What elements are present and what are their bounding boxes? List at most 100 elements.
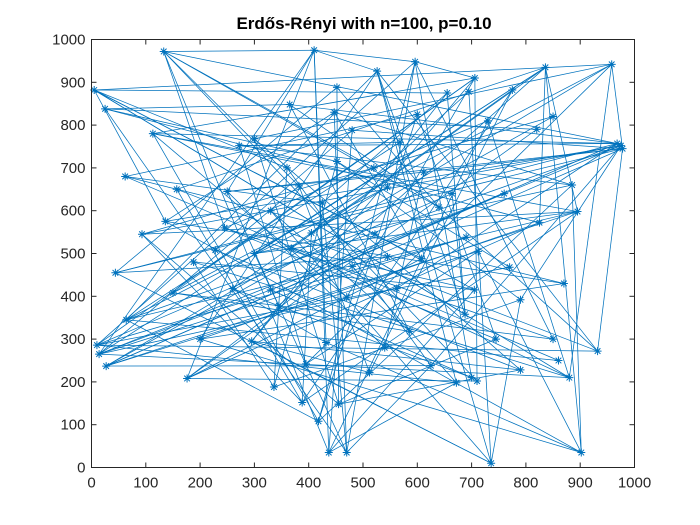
edge-78 bbox=[321, 202, 348, 453]
edge-193 bbox=[106, 193, 505, 367]
edge-208 bbox=[239, 143, 618, 147]
edge-114 bbox=[141, 116, 554, 235]
edge-200 bbox=[98, 49, 315, 355]
node-0 bbox=[90, 86, 99, 95]
edge-104 bbox=[96, 344, 457, 384]
edge-170 bbox=[301, 89, 513, 403]
edge-30 bbox=[414, 61, 554, 340]
node-16 bbox=[577, 448, 586, 457]
node-25 bbox=[102, 362, 111, 371]
node-22 bbox=[298, 398, 307, 407]
node-84 bbox=[426, 361, 435, 370]
node-33 bbox=[148, 129, 157, 138]
edge-125 bbox=[238, 145, 307, 365]
node-50 bbox=[307, 228, 316, 237]
node-21 bbox=[334, 400, 343, 409]
edge-39 bbox=[539, 67, 546, 223]
y-tick-label-5: 500 bbox=[60, 246, 85, 263]
node-49 bbox=[285, 100, 294, 109]
node-67 bbox=[369, 163, 378, 172]
edge-150 bbox=[186, 258, 422, 379]
node-70 bbox=[443, 89, 452, 97]
node-92 bbox=[392, 284, 401, 293]
node-57 bbox=[470, 285, 479, 294]
node-9 bbox=[613, 139, 622, 148]
node-17 bbox=[487, 459, 496, 468]
edge-26 bbox=[199, 70, 378, 340]
node-86 bbox=[505, 263, 514, 272]
x-tick-label-4: 400 bbox=[296, 475, 321, 492]
edge-160 bbox=[251, 340, 521, 371]
node-98 bbox=[274, 301, 283, 310]
y-tick-label-3: 300 bbox=[60, 331, 85, 348]
edge-43 bbox=[568, 64, 613, 378]
node-91 bbox=[322, 338, 331, 347]
edge-189 bbox=[305, 64, 612, 365]
node-35 bbox=[172, 185, 181, 194]
edge-65 bbox=[96, 344, 598, 352]
node-15 bbox=[565, 373, 574, 382]
edge-5 bbox=[94, 89, 422, 259]
node-64 bbox=[516, 295, 525, 304]
edge-31 bbox=[415, 61, 475, 79]
edge-154 bbox=[193, 261, 475, 291]
edge-145 bbox=[289, 104, 440, 208]
node-82 bbox=[380, 343, 389, 352]
x-tick-label-5: 500 bbox=[350, 475, 375, 492]
node-11 bbox=[616, 141, 625, 150]
node-69 bbox=[413, 110, 422, 119]
node-26 bbox=[95, 350, 104, 359]
node-54 bbox=[462, 233, 471, 242]
node-79 bbox=[228, 284, 237, 293]
edge-107 bbox=[126, 256, 388, 321]
edge-22 bbox=[376, 70, 598, 352]
node-1 bbox=[101, 104, 110, 113]
node-27 bbox=[92, 341, 101, 350]
node-31 bbox=[137, 230, 146, 239]
edge-17 bbox=[314, 49, 416, 63]
x-tick-label-7: 700 bbox=[459, 475, 484, 492]
node-24 bbox=[183, 374, 192, 383]
node-4 bbox=[373, 67, 382, 76]
edge-81 bbox=[328, 382, 457, 453]
node-76 bbox=[332, 83, 341, 92]
node-13 bbox=[568, 181, 577, 190]
edge-6 bbox=[104, 108, 348, 453]
x-tick-label-8: 800 bbox=[513, 475, 538, 492]
node-94 bbox=[500, 189, 509, 198]
edge-166 bbox=[126, 141, 401, 321]
node-58 bbox=[461, 310, 470, 319]
node-73 bbox=[532, 125, 541, 134]
node-7 bbox=[541, 63, 550, 72]
edge-176 bbox=[286, 167, 432, 366]
edge-36 bbox=[545, 67, 582, 453]
node-44 bbox=[294, 181, 303, 190]
edge-129 bbox=[224, 227, 497, 340]
y-tick-label-7: 700 bbox=[60, 160, 85, 177]
edge-60 bbox=[254, 211, 578, 254]
node-32 bbox=[121, 172, 130, 181]
node-40 bbox=[250, 249, 259, 258]
edge-11 bbox=[163, 49, 315, 52]
edge-75 bbox=[270, 210, 492, 464]
node-43 bbox=[287, 244, 296, 253]
x-tick-label-1: 100 bbox=[133, 475, 158, 492]
node-23 bbox=[269, 383, 278, 392]
node-47 bbox=[330, 108, 339, 117]
edge-174 bbox=[468, 91, 492, 464]
x-tick-label-9: 900 bbox=[568, 475, 593, 492]
edge-120 bbox=[165, 145, 621, 222]
y-tick-label-10: 1000 bbox=[52, 32, 85, 49]
edge-53 bbox=[597, 148, 623, 352]
y-tick-label-6: 600 bbox=[60, 203, 85, 220]
node-18 bbox=[342, 448, 351, 457]
edge-149 bbox=[387, 211, 578, 258]
edge-42 bbox=[172, 63, 612, 294]
y-tick-label-1: 100 bbox=[60, 417, 85, 434]
edge-28 bbox=[318, 61, 416, 422]
edge-152 bbox=[305, 251, 479, 365]
node-55 bbox=[474, 247, 483, 256]
edge-71 bbox=[477, 251, 582, 453]
edge-141 bbox=[336, 161, 510, 268]
